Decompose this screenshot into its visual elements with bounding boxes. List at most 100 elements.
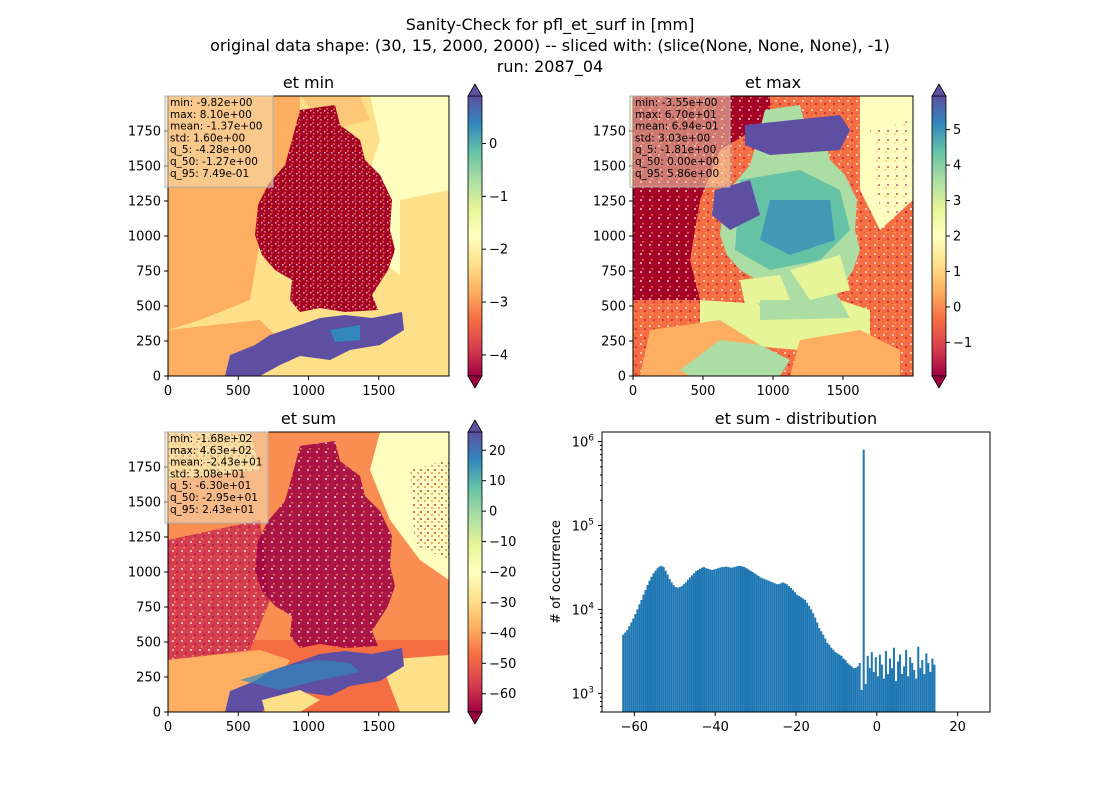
stats-line: std: 3.08e+01 [170, 468, 245, 480]
x-tick-label: 0 [873, 720, 881, 735]
histogram-bar [915, 678, 918, 712]
histogram-bar [787, 586, 790, 712]
stats-line: max: 4.63e+02 [170, 445, 252, 457]
histogram-bar [897, 661, 900, 712]
histogram-bars [622, 449, 936, 712]
histogram-bar [658, 566, 661, 712]
stats-line: q_50: -1.27e+00 [170, 156, 258, 168]
x-axis: 0 500 1000 1500 [164, 376, 395, 399]
histogram-bar [828, 644, 831, 712]
y-tick-label: 1750 [593, 125, 626, 140]
histogram-bar [771, 582, 774, 712]
x-tick-label: 20 [949, 720, 966, 735]
histogram-bar [678, 587, 681, 712]
panel-et-min: et min 0 500 1000 1500 0 250 500 750 1000 1250 15… [128, 73, 508, 399]
histogram-bar [674, 587, 677, 712]
colorbar-tick-label: −4 [489, 348, 508, 363]
histogram-bar [622, 634, 625, 712]
colorbar: −1 0 1 2 3 4 5 [931, 83, 972, 389]
histogram-bar [743, 567, 746, 712]
colorbar-tick-label: −1 [489, 190, 508, 205]
histogram-bar [755, 574, 758, 712]
colorbar-tick-label: −20 [489, 566, 516, 581]
histogram-bar [864, 683, 867, 712]
histogram-bar [874, 657, 877, 712]
x-tick-label: −60 [621, 720, 648, 735]
histogram-bar [929, 671, 932, 712]
stats-line: min: -3.55e+00 [635, 97, 717, 109]
x-tick-label: 1500 [362, 384, 395, 399]
histogram-bar [931, 658, 934, 712]
histogram-bar [816, 622, 819, 712]
suptitle-line-2: original data shape: (30, 15, 2000, 2000… [210, 36, 890, 55]
colorbar-gradient [931, 95, 947, 377]
histogram-bar [848, 664, 851, 712]
y-tick-label: 500 [601, 300, 626, 315]
y-tick-label: 1750 [128, 461, 161, 476]
stats-line: q_5: -6.30e+01 [170, 480, 251, 492]
histogram-bar [624, 632, 627, 712]
histogram-bar [696, 570, 699, 712]
histogram-bar [789, 588, 792, 712]
histogram-bar [806, 602, 809, 712]
y-tick-label: 0 [618, 370, 626, 385]
y-axis: 0 250 500 750 1000 1250 1500 1750 [128, 461, 168, 721]
histogram-bar [796, 594, 799, 712]
colorbar-extend-min [931, 375, 947, 389]
histogram-bar [884, 650, 887, 712]
y-tick-label: 0 [153, 706, 161, 721]
x-tick-label: 1500 [826, 384, 859, 399]
histogram-bar [634, 614, 637, 712]
histogram-bar [723, 567, 726, 712]
histogram-bar [893, 647, 896, 712]
x-tick-label: 1000 [756, 384, 789, 399]
histogram-bar [856, 666, 859, 712]
stats-line: q_50: -2.95e+01 [170, 492, 258, 504]
histogram-bar [808, 605, 811, 712]
histogram-bar [842, 658, 845, 712]
histogram-bar [644, 590, 647, 712]
histogram-bar [715, 568, 718, 712]
panel-et-sum-distribution: et sum - distribution −60 −40 −20 0 20 10310… [549, 409, 991, 735]
stats-line: min: -1.68e+02 [170, 433, 252, 445]
histogram-bar [868, 668, 871, 712]
histogram-bar [814, 617, 817, 712]
y-tick-label: 0 [153, 370, 161, 385]
histogram-bar [676, 587, 679, 712]
heatmap-image [168, 96, 449, 376]
y-tick-label: 750 [136, 601, 161, 616]
histogram-bar [783, 583, 786, 712]
stats-line: mean: -2.43e+01 [170, 457, 262, 469]
histogram-bar [832, 649, 835, 712]
histogram-bar [878, 654, 881, 712]
colorbar: −60 −50 −40 −30 −20 −10 0 10 20 [467, 419, 516, 725]
colorbar-tick-label: −2 [489, 243, 508, 258]
stats-line: q_95: 7.49e-01 [170, 168, 249, 180]
histogram-bar [699, 568, 702, 712]
histogram-bar [646, 585, 649, 712]
colorbar-extend-min [467, 711, 483, 725]
y-tick-label: 500 [136, 300, 161, 315]
histogram-bar [628, 626, 631, 712]
histogram-bar [854, 668, 857, 712]
histogram-bar [872, 671, 875, 712]
histogram-bar [775, 584, 778, 712]
colorbar-tick-label: −1 [953, 336, 972, 351]
x-tick-label: 500 [226, 720, 251, 735]
histogram-bar [767, 580, 770, 712]
histogram-bar [666, 574, 669, 712]
histogram-bar [844, 659, 847, 712]
histogram-bar [694, 571, 697, 712]
histogram-bar [820, 631, 823, 712]
histogram-bar [925, 653, 928, 712]
stats-line: q_5: -1.81e+00 [635, 144, 716, 156]
colorbar-extend-max [931, 83, 947, 97]
x-tick-label: −20 [782, 720, 809, 735]
histogram-bar [707, 568, 710, 712]
histogram-bar [862, 449, 865, 712]
stats-line: std: 1.60e+00 [170, 132, 245, 144]
colorbar-tick-label: −60 [489, 687, 516, 702]
histogram-bar [822, 634, 825, 712]
